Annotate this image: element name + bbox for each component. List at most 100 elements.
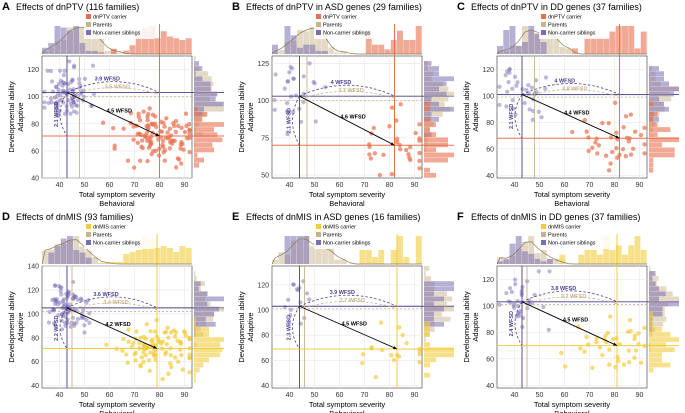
top-hist-bar-parents bbox=[278, 252, 285, 264]
right-hist-bar-carriers bbox=[194, 111, 208, 117]
right-hist-bar-carriers bbox=[194, 152, 198, 158]
right-hist-bar-carriers bbox=[649, 137, 679, 143]
x-axis-label: Total symptom severity bbox=[79, 400, 156, 409]
right-hist-bar-carriers bbox=[424, 142, 448, 148]
right-hist-bar-carriers bbox=[424, 167, 430, 173]
carrier-point bbox=[394, 118, 399, 123]
carrier-point bbox=[394, 139, 400, 145]
sibling-point bbox=[52, 283, 58, 288]
sibling-point bbox=[82, 76, 88, 82]
top-hist-bar-carriers bbox=[359, 250, 366, 264]
x-tick-label: 40 bbox=[511, 182, 519, 189]
carrier-point bbox=[633, 129, 638, 134]
sibling-point bbox=[42, 105, 47, 110]
right-hist-bar-parents bbox=[194, 106, 224, 112]
carrier-point bbox=[400, 332, 405, 338]
top-hist-bar-siblings bbox=[85, 257, 92, 264]
right-hist-bar-parents bbox=[649, 296, 679, 302]
right-hist-bar-carriers bbox=[194, 316, 196, 322]
sibling-point bbox=[507, 286, 513, 291]
x-tick-label: 90 bbox=[411, 392, 419, 399]
right-hist-bar-carriers bbox=[649, 332, 671, 337]
carrier-point bbox=[628, 152, 634, 157]
horizontal-effect-label-parent: 3.7 WFSD bbox=[338, 88, 363, 94]
carrier-point bbox=[620, 146, 626, 152]
right-hist-bar-siblings bbox=[424, 101, 439, 107]
carrier-point bbox=[152, 348, 157, 353]
right-hist-bar-siblings bbox=[649, 81, 669, 87]
top-hist-bar-carriers bbox=[609, 31, 616, 54]
top-hist-bar-carriers bbox=[173, 252, 180, 264]
right-hist-bar-carriers bbox=[194, 377, 196, 383]
right-hist-bar-siblings bbox=[424, 76, 454, 82]
top-hist-bar-siblings bbox=[497, 46, 503, 54]
y-tick-label: 60 bbox=[261, 358, 269, 365]
top-hist-bar-parents bbox=[522, 26, 528, 54]
x-tick-label: 80 bbox=[386, 182, 394, 189]
y-axis-label-2: Adaptive bbox=[471, 312, 480, 341]
sibling-point bbox=[63, 320, 68, 325]
horizontal-effect-arc bbox=[521, 290, 618, 303]
top-hist-bar-carriers bbox=[597, 37, 603, 54]
top-hist-bar-parents bbox=[328, 47, 335, 54]
sibling-point bbox=[59, 327, 65, 332]
sibling-point bbox=[543, 75, 549, 80]
top-hist-bar-carriers bbox=[142, 236, 148, 264]
legend-label-parents: Parents bbox=[93, 23, 112, 29]
top-hist-bar-siblings bbox=[515, 46, 522, 54]
legend-swatch-parents bbox=[541, 22, 546, 27]
top-hist-bar-parents bbox=[85, 26, 92, 54]
carrier-point bbox=[621, 125, 626, 130]
right-hist-bar-siblings bbox=[194, 66, 203, 71]
top-hist-bar-siblings bbox=[85, 50, 92, 54]
top-hist-bar-siblings bbox=[48, 252, 55, 264]
top-hist-bar-carriers bbox=[415, 26, 422, 54]
right-hist-bar-siblings bbox=[649, 286, 659, 292]
sibling-point bbox=[58, 78, 64, 83]
carrier-point bbox=[417, 122, 422, 127]
right-hist-bar-siblings bbox=[649, 96, 659, 102]
sibling-point bbox=[63, 323, 68, 328]
right-hist-bar-carriers bbox=[649, 342, 667, 348]
x-tick-label: 90 bbox=[411, 182, 419, 189]
right-hist-bar-siblings bbox=[649, 106, 669, 112]
legend-swatch-siblings bbox=[86, 30, 91, 35]
carrier-point bbox=[389, 171, 395, 177]
carrier-point bbox=[165, 325, 170, 331]
sibling-point bbox=[62, 111, 67, 116]
carrier-point bbox=[152, 121, 158, 126]
horizontal-effect-label: 3.6 WFSD bbox=[93, 292, 118, 298]
x-tick-label: 50 bbox=[536, 392, 544, 399]
legend-box bbox=[314, 13, 384, 39]
y-axis-label-2: Adaptive bbox=[16, 312, 25, 341]
sibling-point bbox=[285, 79, 290, 84]
x-tick-label: 90 bbox=[181, 182, 189, 189]
sibling-point bbox=[526, 83, 531, 88]
legend-swatch-siblings bbox=[316, 30, 321, 35]
sibling-point bbox=[510, 97, 515, 103]
right-hist-bar-siblings bbox=[424, 117, 439, 122]
top-hist-bar-parents bbox=[559, 47, 566, 54]
right-hist-bar-carriers bbox=[649, 127, 671, 132]
sibling-point bbox=[504, 104, 509, 109]
x-tick-label: 70 bbox=[586, 392, 594, 399]
y-tick-label: 100 bbox=[27, 94, 39, 101]
legend-label-carrier: dnPTV carrier bbox=[93, 15, 127, 21]
x-tick-label: 70 bbox=[131, 392, 139, 399]
top-hist-bar-carriers bbox=[615, 245, 622, 264]
sibling-point bbox=[513, 112, 518, 117]
carrier-point bbox=[181, 147, 186, 152]
legend-label-siblings: Non-carrier siblings bbox=[323, 31, 371, 37]
x-axis-label-2: Behavioral bbox=[99, 199, 135, 208]
sibling-point bbox=[67, 302, 72, 307]
carrier-point bbox=[158, 129, 163, 134]
carrier-point bbox=[413, 130, 418, 136]
right-hist-bar-siblings bbox=[424, 81, 447, 87]
carrier-point bbox=[378, 320, 384, 325]
legend-swatch-siblings bbox=[316, 240, 321, 245]
carrier-point bbox=[373, 374, 379, 380]
carrier-point bbox=[168, 133, 174, 138]
top-hist-bar-carriers bbox=[378, 44, 385, 54]
x-tick-label: 40 bbox=[286, 392, 294, 399]
top-hist-bar-siblings bbox=[297, 47, 303, 54]
